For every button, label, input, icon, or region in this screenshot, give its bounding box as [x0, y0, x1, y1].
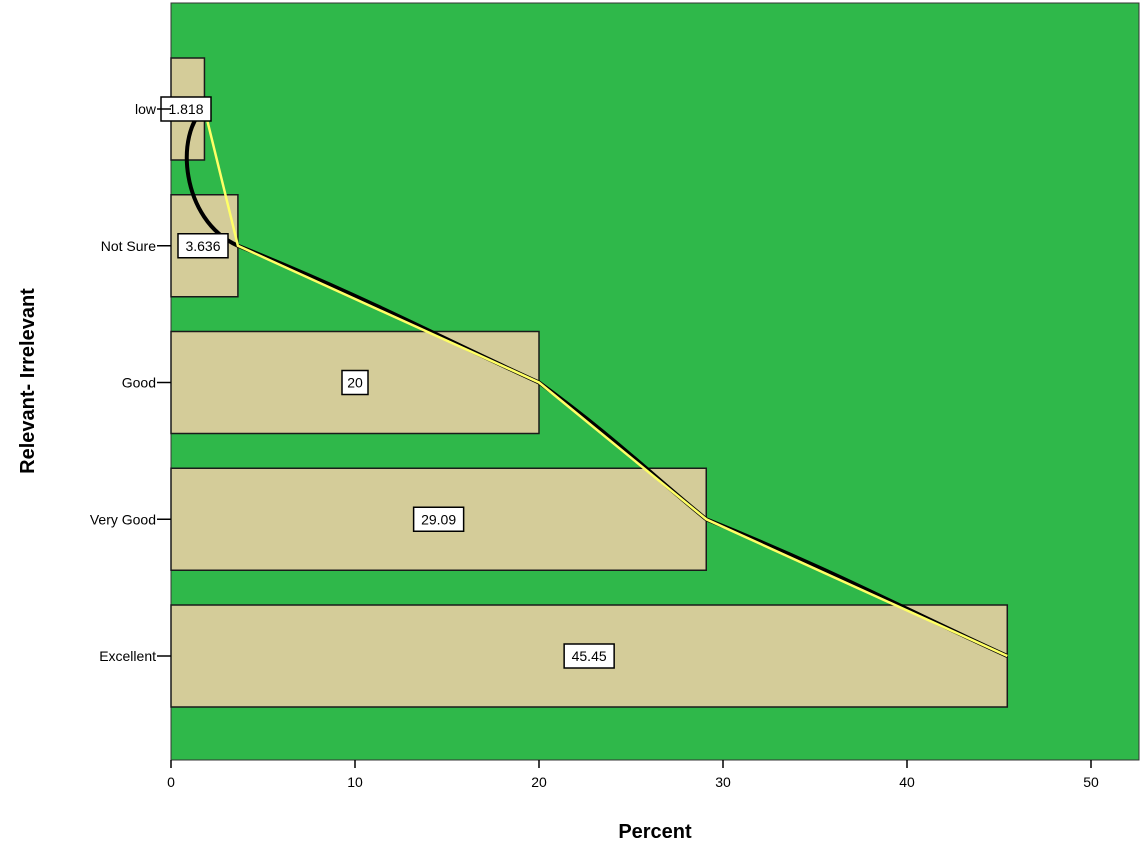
- y-tick-label: Good: [122, 375, 156, 391]
- data-label: 45.45: [572, 648, 607, 664]
- data-label: 3.636: [185, 238, 220, 254]
- y-tick-label: Very Good: [90, 511, 156, 527]
- x-tick-label: 40: [899, 774, 915, 790]
- data-label: 20: [347, 375, 363, 391]
- data-label: 1.818: [168, 101, 203, 117]
- x-axis-title: Percent: [618, 821, 692, 843]
- y-axis-title: Relevant- Irrelevant: [17, 288, 39, 474]
- data-label-box: [177, 233, 229, 259]
- data-label: 29.09: [421, 511, 456, 527]
- connecting-line: [203, 108, 1008, 658]
- x-tick-label: 30: [715, 774, 731, 790]
- y-tick-label: low: [135, 101, 157, 117]
- x-tick-label: 0: [167, 774, 175, 790]
- x-tick-label: 20: [531, 774, 547, 790]
- x-tick-label: 50: [1083, 774, 1099, 790]
- data-label-box: [563, 643, 615, 669]
- x-tick-label: 10: [347, 774, 363, 790]
- y-tick-label: Not Sure: [101, 238, 156, 254]
- data-label-box: [412, 506, 465, 532]
- data-label-box: [341, 369, 369, 396]
- y-tick-label: Excellent: [99, 648, 156, 664]
